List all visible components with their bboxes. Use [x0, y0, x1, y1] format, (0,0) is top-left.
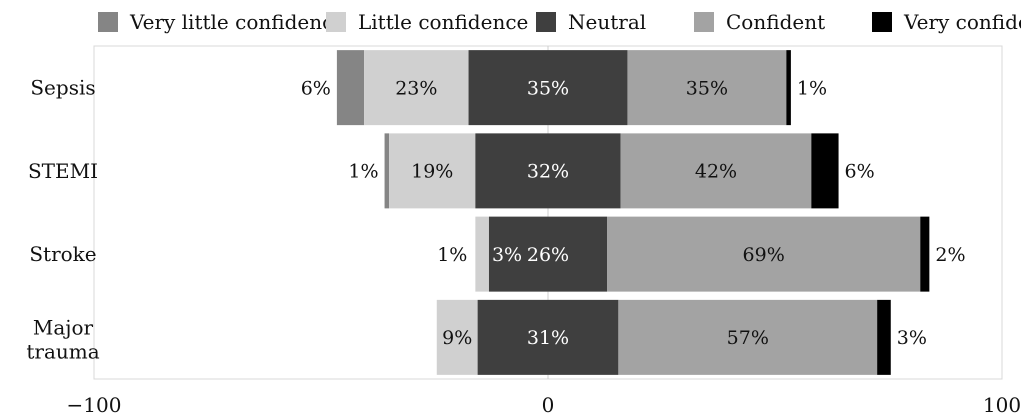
bar-segment: [627, 50, 787, 126]
category-axis: Sepsis STEMI Stroke Major trauma: [26, 76, 99, 364]
legend-swatch: [98, 12, 118, 32]
data-label: 3%: [492, 244, 522, 266]
bar-segment: [336, 50, 365, 126]
data-label: 19%: [411, 161, 453, 183]
category-label: Major trauma: [26, 315, 99, 363]
legend-label: Very little confidence: [129, 10, 345, 34]
category-label-line: Major: [33, 315, 94, 339]
data-label: 69%: [743, 244, 785, 266]
bar-segment: [811, 133, 839, 209]
data-label: 6%: [845, 161, 875, 183]
data-label: 3%: [897, 327, 927, 349]
data-label: 31%: [527, 327, 569, 349]
bar-segment: [618, 299, 878, 375]
bar-segment: [475, 216, 489, 292]
data-label: 6%: [301, 77, 331, 99]
bar-segment: [488, 216, 608, 292]
data-label: 1%: [797, 77, 827, 99]
x-tick-label: 100: [983, 393, 1021, 416]
legend-label: Very confident: [903, 10, 1021, 34]
category-label: Sepsis: [30, 76, 95, 100]
data-label: 1%: [348, 161, 378, 183]
bar-segment: [920, 216, 930, 292]
bar-segment: [475, 133, 621, 209]
data-label: 35%: [686, 77, 728, 99]
x-tick-label: 0: [542, 393, 555, 416]
data-label: 42%: [695, 161, 737, 183]
legend-swatch: [872, 12, 892, 32]
bar-segment: [364, 50, 469, 126]
legend-label: Confident: [726, 10, 825, 34]
data-label: 32%: [527, 161, 569, 183]
data-label: 9%: [442, 327, 472, 349]
data-label: 35%: [527, 77, 569, 99]
legend-label: Neutral: [568, 10, 646, 34]
legend-swatch: [326, 12, 346, 32]
bar-segment: [384, 133, 390, 209]
data-label: 57%: [727, 327, 769, 349]
category-label-line: trauma: [26, 339, 99, 363]
data-label: 26%: [527, 244, 569, 266]
bar-segment: [389, 133, 476, 209]
legend: Very little confidence Little confidence N…: [98, 10, 1021, 34]
legend-swatch: [536, 12, 556, 32]
category-label: STEMI: [28, 159, 98, 183]
data-label: 23%: [395, 77, 437, 99]
x-tick-label: −100: [67, 393, 122, 416]
bar-segment: [436, 299, 478, 375]
bar-segment: [877, 299, 891, 375]
data-label: 2%: [935, 244, 965, 266]
data-label: 1%: [437, 244, 467, 266]
legend-swatch: [694, 12, 714, 32]
bars: 6% 23% 35% 35% 1%1% 19% 32% 42% 6%3% 26% 69% 2%1%9%…: [301, 50, 966, 375]
x-axis: −100 0 100: [67, 393, 1021, 416]
category-label: Stroke: [29, 242, 96, 266]
bar-segment: [786, 50, 791, 126]
bar-segment: [468, 50, 628, 126]
legend-label: Little confidence: [358, 10, 528, 34]
bar-segment: [477, 299, 619, 375]
bar-segment: [620, 133, 812, 209]
bar-segment: [607, 216, 921, 292]
